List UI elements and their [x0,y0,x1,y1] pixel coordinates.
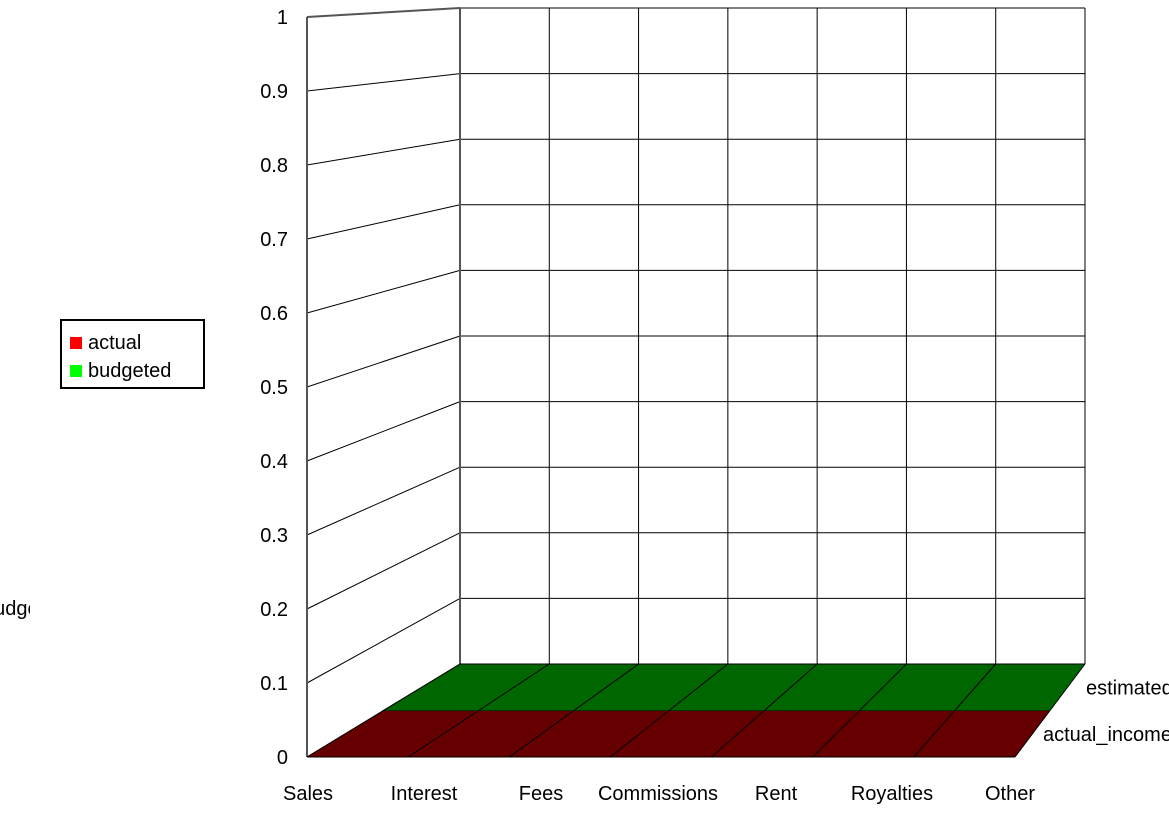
legend-item-actual: actual [70,331,141,355]
x-tick-label: Sales [283,783,333,805]
x-tick-label: Royalties [851,783,933,805]
x-tick-label: Other [985,783,1035,805]
y-tick-label: 0.3 [260,525,288,547]
chart-legend: actual budgeted [60,319,205,389]
x-tick-label: Interest [391,783,458,805]
side-gridline [306,73,461,92]
side-gridline [306,269,461,314]
side-gridline [306,138,461,166]
floor-category-line [711,663,818,758]
legend-label-actual: actual [88,331,142,354]
y-tick-label: 0 [277,747,288,769]
y-tick-label: 0.5 [260,377,288,399]
legend-swatch-budgeted [70,365,82,377]
x-tick-label: Fees [519,783,563,805]
x-tick-label: Commissions [598,783,718,805]
depth-label-estimated: estimated [1086,677,1169,699]
y-tick-label: 0.9 [260,81,288,103]
y-tick-label: 0.1 [260,673,288,695]
floor-strip-estimated [383,664,1085,711]
floor-category-line [812,663,907,758]
side-gridline [306,597,461,684]
top-edge [306,7,461,18]
side-gridline [306,532,461,610]
side-gridline [306,204,461,240]
y-tick-label: 0.7 [260,229,288,251]
floor-strip-actual_income [307,710,1050,757]
depth-label-actual_income: actual_income [1043,724,1169,746]
legend-item-budgeted: budgeted [70,359,171,383]
x-axis-ticks: Sales Interest Fees Commissions Rent Royaltie… [283,783,1035,805]
floor-category-line [508,663,639,758]
floor-category-line [913,663,997,758]
chart-floor [306,663,1086,758]
side-gridline [306,335,461,388]
y-tick-label: 0.6 [260,303,288,325]
floor-category-line [407,663,550,758]
y-axis-ticks: 0 0.1 0.2 0.3 0.4 0.5 0.6 0.7 0.8 0.9 1 [260,7,288,769]
floor-category-line [306,663,461,758]
floor-category-line [1014,663,1086,758]
side-gridline [306,466,461,536]
y-tick-label: 0.2 [260,599,288,621]
y-tick-label: 0.4 [260,451,288,473]
x-tick-label: Rent [755,783,798,805]
legend-swatch-actual [70,337,82,349]
depth-axis-ticks: actual_income estimated [1043,677,1169,746]
clipped-legend-text: budgeted [0,598,30,620]
y-tick-label: 0.8 [260,155,288,177]
clipped-legend-label: budgeted [0,598,30,621]
legend-label-budgeted: budgeted [88,359,172,382]
chart-gridlines [306,7,1086,758]
side-gridline [306,401,461,462]
floor-category-line [610,663,729,758]
y-tick-label: 1 [277,7,288,29]
